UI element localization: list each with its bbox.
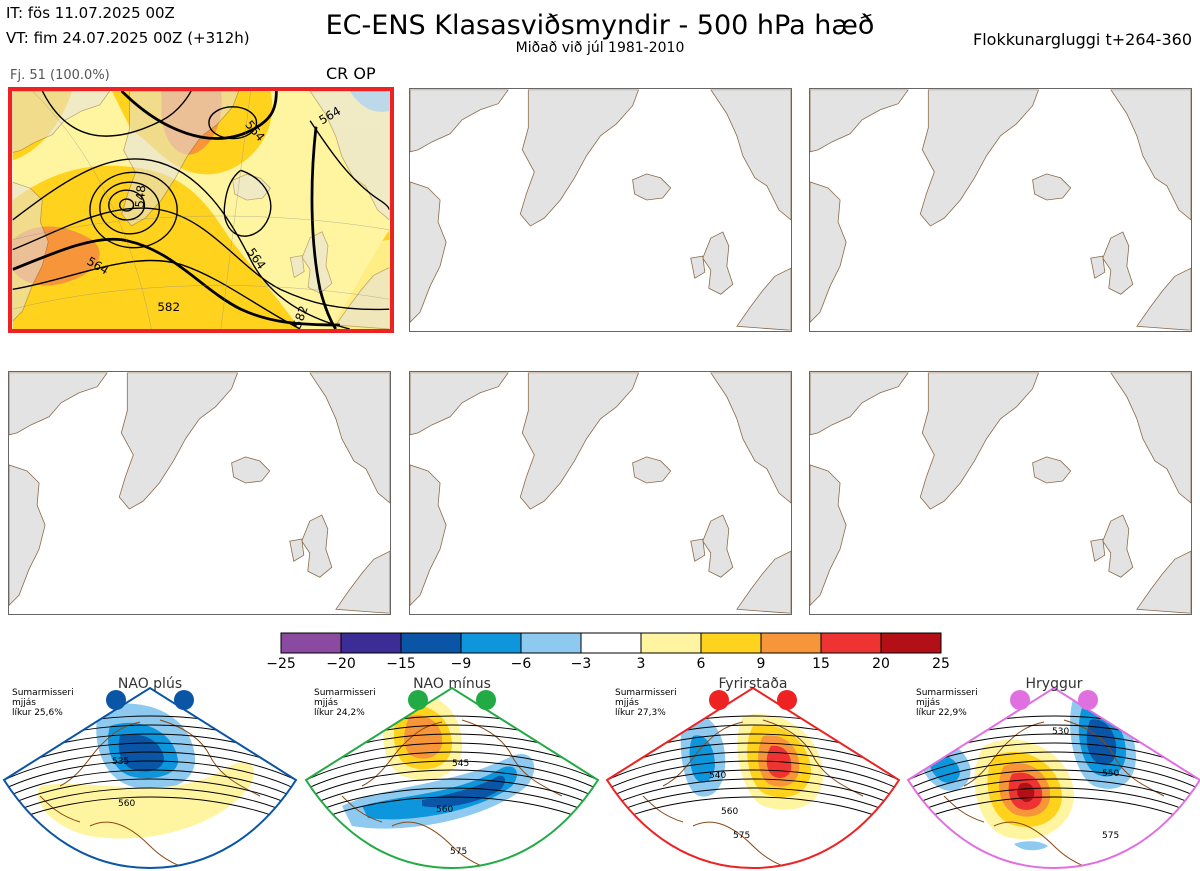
page-title: EC-ENS Klasasviðsmyndir - 500 hPa hæð <box>325 10 875 41</box>
regime-panel: 540 560 575 Fyrirstaða Sumarmisseri mjjás líku… <box>603 676 903 870</box>
contour-label: 530 <box>1052 727 1069 737</box>
colorbar-tick-label: −6 <box>510 656 532 672</box>
regime-info: Sumarmisseri mjjás líkur 27,3% <box>615 688 677 718</box>
contour-label: 575 <box>450 847 467 857</box>
cluster-member-count: Fj. 51 (100.0%) <box>10 68 110 83</box>
contour-label: 560 <box>436 805 453 815</box>
regime-info-line: Sumarmisseri <box>615 688 677 698</box>
regime-info: Sumarmisseri mjjás líkur 25,6% <box>12 688 74 718</box>
regime-info-line: líkur 27,3% <box>615 708 666 718</box>
regime-info-line: mjjás <box>12 698 36 708</box>
map-land <box>410 89 791 331</box>
colorbar-cell <box>460 632 522 654</box>
colorbar-tick-label: −20 <box>326 656 356 672</box>
colorbar-cell <box>280 632 342 654</box>
regime-info-line: líkur 25,6% <box>12 708 63 718</box>
contour-label: 575 <box>1102 831 1119 841</box>
colorbar-tick-label: 3 <box>636 656 646 672</box>
cluster-map-4[interactable] <box>8 371 391 615</box>
regime-marker <box>709 690 729 710</box>
contour-label: 575 <box>733 831 750 841</box>
regime-info-line: mjjás <box>615 698 639 708</box>
map-land <box>410 372 791 614</box>
colorbar-tick-label: 6 <box>696 656 706 672</box>
page-subtitle: Miðað við júl 1981-2010 <box>515 40 685 56</box>
regime-marker <box>408 690 428 710</box>
cluster-map-2[interactable] <box>409 88 792 332</box>
regime-title: NAO mínus <box>413 676 491 692</box>
colorbar-cell <box>760 632 822 654</box>
colorbar-tick-label: −9 <box>450 656 472 672</box>
cluster-map-3[interactable] <box>809 88 1192 332</box>
cluster-map-1-graphic: 564 548 564 564 564 582 582 <box>12 91 390 329</box>
regime-panel: 530 550 575 Hryggur Sumarmisseri mjjás líkur 2… <box>904 676 1200 870</box>
contour-label: 560 <box>721 807 738 817</box>
contour-label: 535 <box>112 757 129 767</box>
regime-panel: 545 560 575 NAO mínus Sumarmisseri mjjás líkur… <box>302 676 602 870</box>
contour-label: 582 <box>290 304 311 329</box>
colorbar-cell <box>700 632 762 654</box>
colorbar-tick-label: 9 <box>756 656 766 672</box>
colorbar-tick-label: 20 <box>872 656 890 672</box>
map-land <box>810 89 1191 331</box>
regime-marker <box>174 690 194 710</box>
colorbar-tick-label: 25 <box>932 656 950 672</box>
regime-info-line: Sumarmisseri <box>314 688 376 698</box>
cluster-tag: CR OP <box>326 64 376 83</box>
cluster-map-1[interactable]: 564 548 564 564 564 582 582 <box>8 87 394 333</box>
regime-marker <box>106 690 126 710</box>
colorbar-tick-label: 15 <box>812 656 830 672</box>
classification-window: Flokkunargluggi t+264-360 <box>973 30 1192 49</box>
colorbar-cell <box>820 632 882 654</box>
contour-label: 540 <box>709 771 726 781</box>
map-land <box>9 372 390 614</box>
regime-marker <box>476 690 496 710</box>
regime-fan-map: 545 560 575 <box>304 686 600 870</box>
regime-marker <box>777 690 797 710</box>
colorbar-cell <box>400 632 462 654</box>
colorbar <box>280 632 942 654</box>
contour-label: 548 <box>133 184 149 208</box>
contour-label: 560 <box>118 799 135 809</box>
regime-marker <box>1010 690 1030 710</box>
init-time: IT: fös 11.07.2025 00Z <box>6 4 175 22</box>
colorbar-cell <box>640 632 702 654</box>
colorbar-cell <box>520 632 582 654</box>
regime-title: NAO plús <box>117 676 183 692</box>
regime-info-line: Sumarmisseri <box>12 688 74 698</box>
colorbar-tick-label: −25 <box>266 656 296 672</box>
regime-info-line: mjjás <box>916 698 940 708</box>
regime-info-line: mjjás <box>314 698 338 708</box>
colorbar-tick-label: −3 <box>570 656 592 672</box>
regime-fan-map: 540 560 575 <box>605 686 901 870</box>
map-land <box>810 372 1191 614</box>
regime-panel: 535 560 NAO plús Sumarmisseri mjjás líkur 25,… <box>0 676 300 870</box>
regime-fan-map: 530 550 575 <box>906 686 1200 870</box>
regime-info-line: líkur 24,2% <box>314 708 365 718</box>
regime-title: Hryggur <box>1025 676 1083 692</box>
cluster-map-6[interactable] <box>809 371 1192 615</box>
contour-label: 582 <box>157 300 180 314</box>
contour-label: 550 <box>1102 769 1119 779</box>
colorbar-cell <box>340 632 402 654</box>
regime-info-line: Sumarmisseri <box>916 688 978 698</box>
colorbar-cell <box>880 632 942 654</box>
cluster-map-5[interactable] <box>409 371 792 615</box>
regime-info: Sumarmisseri mjjás líkur 22,9% <box>916 688 978 718</box>
valid-time: VT: fim 24.07.2025 00Z (+312h) <box>6 29 250 47</box>
colorbar-tick-label: −15 <box>386 656 416 672</box>
regime-marker <box>1078 690 1098 710</box>
regime-title: Fyrirstaða <box>718 676 788 692</box>
regime-info: Sumarmisseri mjjás líkur 24,2% <box>314 688 376 718</box>
regime-fan-map: 535 560 <box>2 686 298 870</box>
contour-label: 545 <box>452 759 469 769</box>
regime-info-line: líkur 22,9% <box>916 708 967 718</box>
colorbar-cell <box>580 632 642 654</box>
